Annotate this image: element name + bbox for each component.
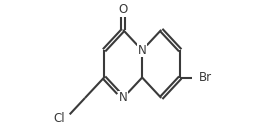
Text: O: O — [118, 3, 128, 16]
Text: Br: Br — [199, 71, 213, 84]
Text: N: N — [119, 91, 128, 104]
Text: Cl: Cl — [53, 112, 65, 125]
Text: N: N — [138, 44, 147, 57]
